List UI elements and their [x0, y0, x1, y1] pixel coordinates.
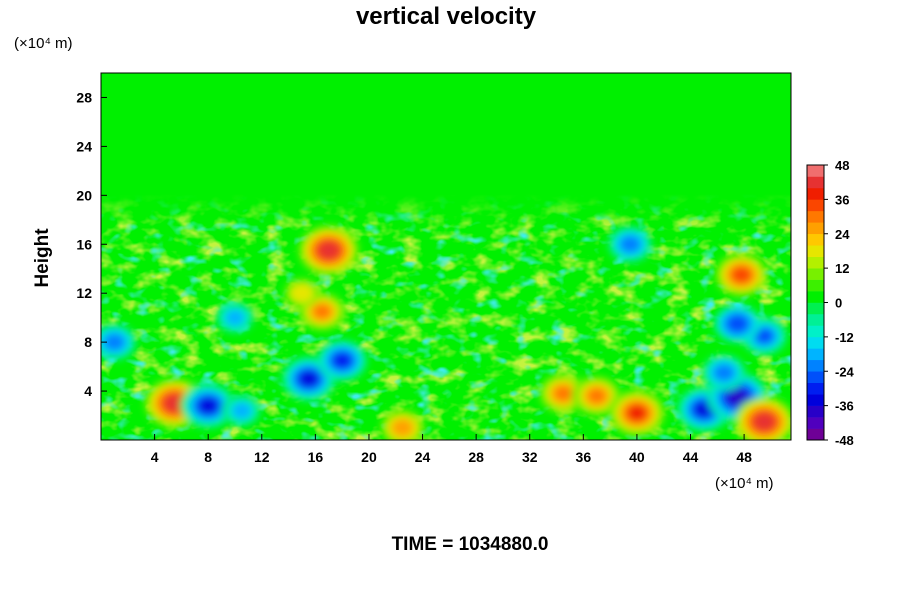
- colorbar-band-23: [807, 165, 824, 177]
- colorbar-band-8: [807, 336, 824, 349]
- y-tick-label-0: 4: [84, 383, 92, 399]
- colorbar-band-11: [807, 302, 824, 315]
- x-tick-label-2: 12: [254, 449, 270, 465]
- colorbar-band-19: [807, 210, 824, 223]
- colorbar-band-12: [807, 291, 824, 303]
- feature-2: [222, 394, 262, 427]
- feature-21: [215, 301, 255, 334]
- colorbar-tick-label-4: 0: [835, 296, 842, 311]
- y-tick-label-4: 20: [76, 187, 92, 203]
- colorbar-band-10: [807, 313, 824, 326]
- plot-texture: [101, 73, 791, 440]
- x-tick-label-1: 8: [204, 449, 212, 465]
- colorbar-tick-label-3: 12: [835, 261, 849, 276]
- feature-5: [298, 225, 359, 276]
- x-tick-label-10: 44: [683, 449, 699, 465]
- colorbar-band-2: [807, 405, 824, 418]
- plot-frame: [100, 72, 792, 441]
- colorbar-band-6: [807, 359, 824, 372]
- x-tick-label-11: 48: [736, 449, 752, 465]
- colorbar-band-9: [807, 325, 824, 338]
- colorbar: [806, 164, 825, 441]
- feature-1: [180, 382, 236, 429]
- feature-4: [317, 340, 367, 381]
- plot-area: [101, 73, 791, 440]
- x-axis-ticks: 4 8 12 16 20 24 28 32 36 40 44 48: [151, 434, 752, 465]
- y-axis-ticks: 4 8 12 16 20 24 28: [76, 89, 107, 399]
- y-axis-label: Height: [32, 228, 53, 288]
- x-tick-label-7: 32: [522, 449, 538, 465]
- feature-11: [608, 389, 666, 437]
- colorbar-ticks: 48 36 24 12 0 -12 -24 -36 -48: [824, 158, 855, 448]
- x-tick-label-0: 4: [151, 449, 159, 465]
- y-tick-label-5: 24: [76, 138, 92, 154]
- feature-8: [380, 409, 425, 440]
- chart-title: vertical velocity: [356, 3, 537, 30]
- colorbar-tick-label-0: 48: [835, 158, 849, 173]
- colorbar-band-22: [807, 176, 824, 189]
- y-tick-label-6: 28: [76, 89, 92, 105]
- colorbar-band-21: [807, 187, 824, 200]
- colorbar-tick-label-8: -48: [835, 433, 854, 448]
- feature-15: [734, 396, 791, 440]
- y-tick-label-1: 8: [84, 334, 92, 350]
- colorbar-tick-label-1: 36: [835, 192, 849, 207]
- colorbar-band-13: [807, 279, 824, 292]
- y-unit-label: (×10⁴ m): [14, 35, 73, 52]
- feature-19: [608, 226, 652, 263]
- colorbar-band-15: [807, 256, 824, 269]
- x-tick-label-4: 20: [361, 449, 377, 465]
- x-tick-label-8: 36: [576, 449, 592, 465]
- colorbar-band-18: [807, 222, 824, 235]
- colorbar-tick-label-5: -12: [835, 330, 854, 345]
- colorbar-band-17: [807, 233, 824, 246]
- feature-18: [714, 305, 761, 343]
- feature-20: [101, 324, 136, 361]
- x-unit-label: (×10⁴ m): [715, 475, 774, 492]
- colorbar-band-3: [807, 394, 824, 406]
- colorbar-band-14: [807, 268, 824, 280]
- colorbar-band-20: [807, 199, 824, 212]
- colorbar-band-4: [807, 382, 824, 395]
- velocity-features: [101, 225, 791, 440]
- feature-10: [572, 375, 622, 417]
- colorbar-tick-label-6: -24: [835, 364, 855, 379]
- y-tick-label-3: 16: [76, 236, 92, 252]
- colorbar-band-7: [807, 348, 824, 361]
- feature-14: [702, 354, 746, 391]
- colorbar-tick-label-2: 24: [835, 227, 850, 242]
- time-label: TIME = 1034880.0: [392, 534, 549, 555]
- x-tick-label-5: 24: [415, 449, 431, 465]
- colorbar-band-1: [807, 417, 824, 429]
- colorbar-tick-label-7: -36: [835, 399, 854, 414]
- colorbar-band-5: [807, 371, 824, 384]
- feature-16: [715, 253, 768, 297]
- y-tick-label-2: 12: [76, 285, 92, 301]
- colorbar-band-0: [807, 428, 824, 441]
- colorbar-band-16: [807, 245, 824, 257]
- x-tick-label-9: 40: [629, 449, 645, 465]
- feature-7: [284, 278, 320, 308]
- x-tick-label-3: 16: [308, 449, 324, 465]
- x-tick-label-6: 28: [468, 449, 484, 465]
